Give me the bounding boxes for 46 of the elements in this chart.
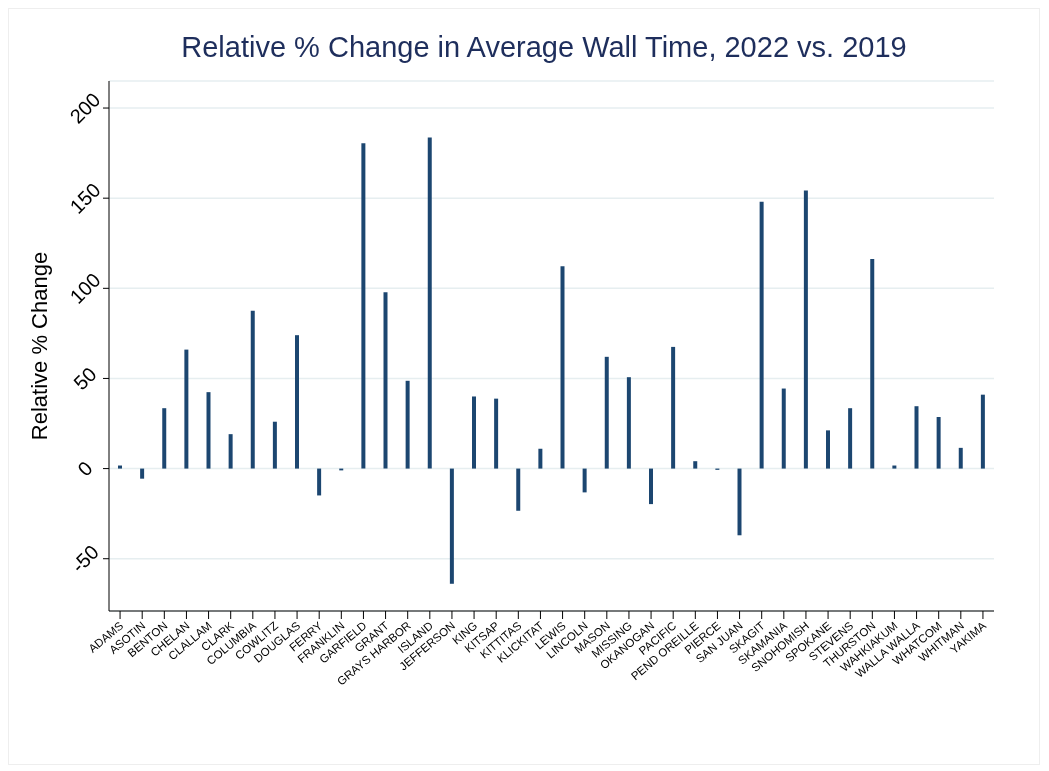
bar	[472, 396, 476, 469]
y-tick-label: 200	[65, 88, 105, 128]
bar	[317, 468, 322, 496]
bar	[118, 465, 122, 469]
bar	[626, 377, 631, 469]
bar	[582, 468, 587, 493]
bar	[427, 137, 432, 469]
bar	[781, 388, 786, 469]
bar	[892, 465, 897, 469]
bar	[649, 468, 653, 505]
y-tick-label: 100	[65, 268, 105, 308]
bar	[361, 143, 366, 469]
bar	[826, 430, 830, 469]
bar	[671, 346, 676, 469]
bar	[228, 434, 233, 469]
bar	[914, 406, 919, 469]
y-axis-title: Relative % Change	[26, 251, 52, 441]
y-tick-label: 0	[73, 456, 97, 481]
bar	[405, 380, 410, 469]
bar	[538, 448, 543, 469]
bar	[140, 468, 145, 479]
bar	[295, 335, 299, 469]
bar	[803, 190, 808, 469]
bar	[936, 417, 941, 469]
bar	[759, 201, 764, 469]
bar	[272, 421, 277, 469]
bar	[870, 259, 875, 469]
bar	[184, 349, 189, 469]
bar	[516, 468, 521, 511]
bar	[560, 266, 565, 469]
bar	[958, 447, 963, 469]
bar	[383, 292, 388, 469]
bar	[250, 310, 255, 469]
chart-title: Relative % Change in Average Wall Time, 2022 vs. 2019	[180, 30, 908, 65]
bar	[449, 468, 454, 584]
bar	[737, 468, 742, 536]
y-tick-label: -50	[67, 540, 103, 577]
bar	[494, 398, 499, 469]
y-tick-label: 50	[69, 362, 101, 395]
bar	[980, 394, 985, 469]
bar	[604, 356, 609, 469]
bar	[162, 408, 167, 469]
bar	[206, 392, 211, 469]
bar	[693, 461, 698, 469]
y-tick-label: 150	[65, 178, 105, 218]
bar	[848, 408, 853, 469]
